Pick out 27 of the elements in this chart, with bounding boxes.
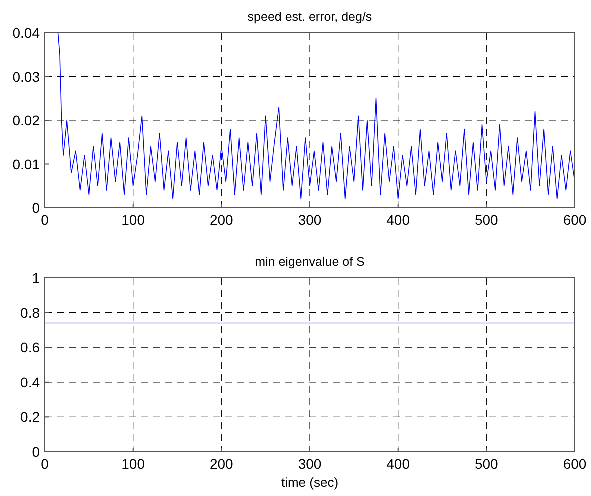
x-tick-label: 600 <box>563 212 587 228</box>
x-tick-label: 500 <box>474 212 499 228</box>
chart-title: speed est. error, deg/s <box>248 10 372 24</box>
y-tick-label: 0 <box>32 200 40 216</box>
y-tick-label: 0.2 <box>20 409 40 426</box>
x-axis-title: time (sec) <box>281 475 339 490</box>
y-tick-label: 0.6 <box>20 340 40 356</box>
x-tick-label: 300 <box>298 456 322 472</box>
y-tick-label: 0.03 <box>12 68 40 85</box>
line-series <box>58 32 576 200</box>
y-tick-label: 0.04 <box>12 25 40 41</box>
x-tick-label: 300 <box>298 212 322 228</box>
y-tick-label: 0.02 <box>12 112 40 128</box>
x-tick-label: 400 <box>386 212 410 228</box>
x-tick-label: 200 <box>210 212 234 228</box>
y-tick-label: 0.8 <box>20 304 40 321</box>
x-tick-label: 100 <box>122 212 146 228</box>
x-tick-label: 400 <box>386 456 410 472</box>
y-tick-label: 0.01 <box>12 156 40 172</box>
x-tick-label: 200 <box>210 456 234 472</box>
y-tick-label: 1 <box>32 270 40 286</box>
chart-title: min eigenvalue of S <box>255 255 365 269</box>
x-tick-label: 100 <box>122 456 146 472</box>
y-tick-label: 0.4 <box>20 374 40 390</box>
x-tick-label: 500 <box>474 456 499 472</box>
x-tick-label: 600 <box>563 456 587 472</box>
y-tick-label: 0 <box>32 444 40 460</box>
